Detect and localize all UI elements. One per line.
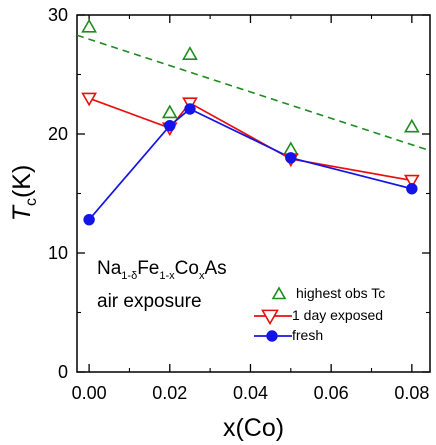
formula-subscript: 1-x: [159, 270, 175, 282]
series-layer: [76, 18, 431, 226]
y-axis-title-symbol: T: [8, 204, 36, 221]
x-tick-label: 0.08: [394, 383, 429, 403]
legend-marker-fresh: [266, 330, 278, 342]
series-line: [88, 97, 412, 182]
legend-label-fresh: fresh: [292, 327, 323, 343]
data-point: [403, 174, 420, 189]
y-tick-label: 10: [48, 243, 68, 263]
formula-subscript: x: [199, 270, 205, 282]
annotation-air-exposure: air exposure: [97, 291, 202, 312]
data-point: [83, 213, 95, 226]
series-1-day-exposed: [88, 97, 412, 182]
formula-part: Fe: [137, 258, 159, 279]
data-point: [184, 103, 196, 115]
markers-fresh: [83, 103, 418, 226]
data-point: [406, 183, 418, 195]
x-tick-label: 0.06: [314, 383, 349, 403]
formula-subscript: 1-δ: [121, 270, 137, 282]
y-tick-label: 20: [48, 124, 68, 144]
markers-highest-obs-tc: [81, 18, 420, 156]
formula-part: As: [204, 258, 226, 279]
y-tick-label: 30: [48, 5, 68, 25]
legend: highest obs Tc 1 day exposed fresh: [254, 285, 385, 343]
x-axis-title: x(Co): [223, 414, 284, 442]
formula-part: Co: [175, 258, 199, 279]
series-fresh: [88, 108, 413, 221]
data-point: [164, 119, 176, 132]
data-point: [81, 18, 97, 33]
x-tick-label: 0.04: [233, 383, 268, 403]
formula-part: Na: [97, 258, 122, 279]
legend-marker-highest-obs-tc: [271, 286, 287, 300]
legend-label-1-day-exposed: 1 day exposed: [292, 307, 383, 323]
y-tick-label: 0: [58, 362, 68, 382]
trend-line: [76, 34, 431, 152]
data-point: [403, 118, 420, 133]
annotation-formula: Na1-δFe1-xCoxAs: [97, 258, 227, 282]
axis-ticks: 0.00 0.02 0.04 0.06 0.08 0 10 20 30: [48, 5, 430, 403]
x-tick-label: 0.02: [152, 383, 187, 403]
data-point: [285, 152, 297, 164]
data-point: [182, 46, 198, 60]
axis-titles: x(Co) Tc(K): [8, 165, 284, 442]
legend-marker-1-day-exposed: [261, 309, 279, 326]
data-point: [161, 104, 178, 119]
x-tick-label: 0.00: [72, 383, 107, 403]
y-axis-title-unit: (K): [8, 165, 36, 198]
y-axis-title: Tc(K): [8, 165, 40, 222]
legend-label-highest-obs-tc: highest obs Tc: [296, 285, 385, 301]
y-axis-title-subscript: c: [23, 198, 40, 206]
series-line: [88, 108, 413, 221]
data-point: [81, 92, 97, 107]
